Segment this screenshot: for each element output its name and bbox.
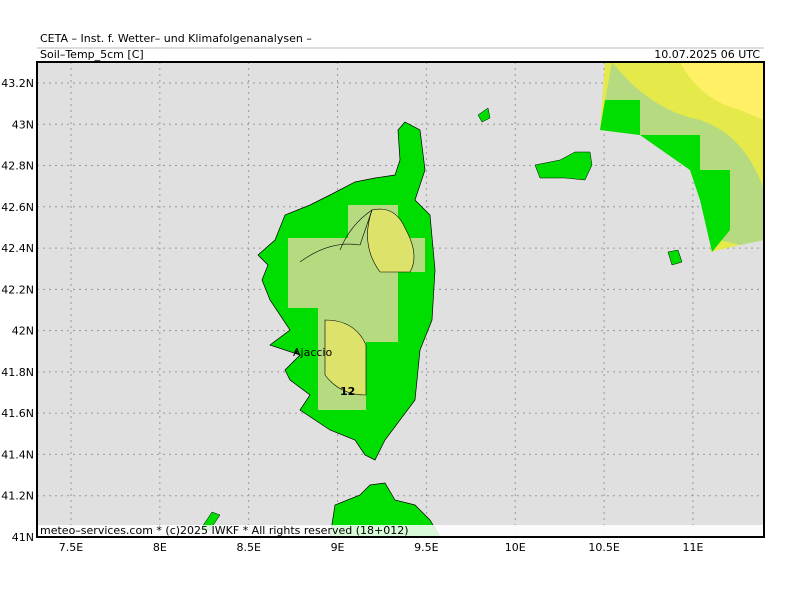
lon-label: 8.5E xyxy=(236,541,260,554)
islet xyxy=(477,107,491,123)
city-dot xyxy=(294,350,298,354)
variable: Soil–Temp_5cm [C] xyxy=(40,48,144,61)
contour xyxy=(299,209,373,263)
land-green xyxy=(600,100,730,252)
frame xyxy=(36,61,765,538)
lon-label: 9.5E xyxy=(414,541,438,554)
lon-label: 10E xyxy=(505,541,526,554)
time: 10.07.2025 06 UTC xyxy=(654,48,760,61)
lat-label: 41N xyxy=(12,531,34,544)
title: CETA – Inst. f. Wetter– und Klimafolgena… xyxy=(40,32,312,45)
grid xyxy=(37,62,764,538)
zone-warm xyxy=(367,208,415,273)
lat-label: 43N xyxy=(12,118,34,131)
lat-label: 42.8N xyxy=(1,160,34,173)
footer-band xyxy=(37,525,764,537)
contour-label: 12 xyxy=(340,385,355,398)
lon-label: 10.5E xyxy=(588,541,619,554)
islet xyxy=(667,249,683,266)
lat-label: 41.4N xyxy=(1,448,34,461)
lon-label: 7.5E xyxy=(59,541,83,554)
lat-label: 41.8N xyxy=(1,366,34,379)
lon-label: 9E xyxy=(331,541,345,554)
footer: meteo–services.com * (c)2025 IWKF * All … xyxy=(40,524,409,537)
zone-warm xyxy=(324,319,367,396)
lat-label: 42.6N xyxy=(1,201,34,214)
lat-label: 41.6N xyxy=(1,407,34,420)
island-elba xyxy=(534,151,593,181)
lon-label: 11E xyxy=(682,541,703,554)
lat-label: 42N xyxy=(12,325,34,338)
lat-label: 43.2N xyxy=(1,77,34,90)
lat-label: 42.4N xyxy=(1,242,34,255)
lat-label: 42.2N xyxy=(1,283,34,296)
zone-warm xyxy=(680,62,764,120)
city-label: Ajaccio xyxy=(293,346,332,359)
lat-label: 41.2N xyxy=(1,490,34,503)
lon-label: 8E xyxy=(153,541,167,554)
